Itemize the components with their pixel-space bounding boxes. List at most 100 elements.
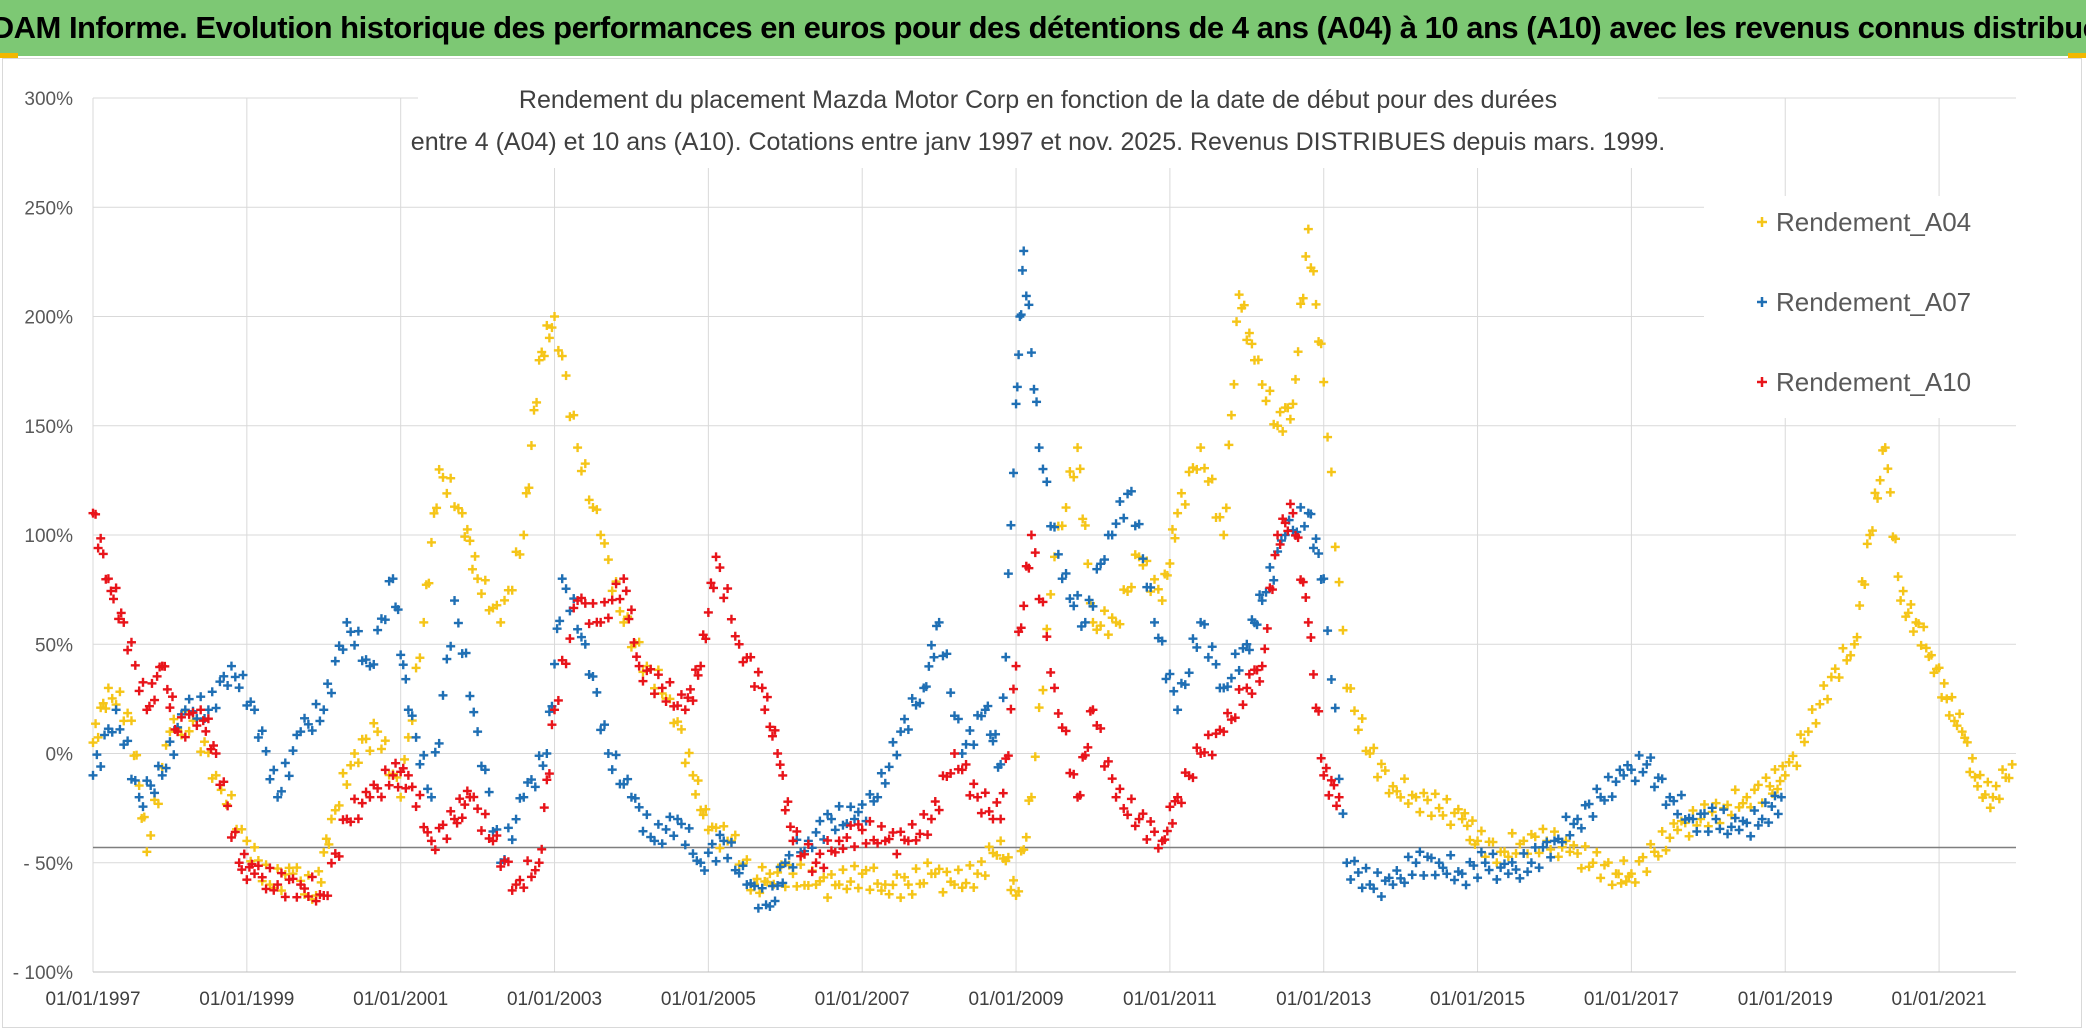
data-point-interp [984,806,994,816]
data-point-interp [684,823,694,833]
data-point-interp [778,770,788,780]
data-point-interp [701,634,711,644]
data-point-interp [188,708,198,718]
data-point-interp [569,603,579,613]
data-point [1196,443,1206,453]
data-point-interp [1530,832,1540,842]
data-point-interp [1030,752,1040,762]
data-point-interp [1615,765,1625,775]
data-point-interp [353,758,363,768]
data-point-interp [116,608,126,618]
chart-title-line-1: Rendement du placement Mazda Motor Corp … [519,86,1557,114]
data-point-interp [201,726,211,736]
data-point [1573,814,1583,824]
data-point-interp [573,624,583,634]
data-point-interp [730,631,740,641]
data-point-interp [462,786,472,796]
data-point [1734,825,1744,835]
data-point-interp [326,858,336,868]
data-point-interp [1326,674,1336,684]
data-point-interp [1937,692,1947,702]
data-point-interp [1255,590,1265,600]
data-point-interp [530,782,540,792]
data-point [1480,858,1490,868]
data-point-interp [1430,870,1440,880]
data-point-interp [1323,626,1333,636]
data-point-interp [526,872,536,882]
data-point-interp [1073,590,1083,600]
data-point-interp [621,586,631,596]
data-point-interp [376,792,386,802]
data-point-interp [911,835,921,845]
data-point-interp [1012,382,1022,392]
data-point-interp [511,814,521,824]
data-point [1776,792,1786,802]
data-point [673,814,683,824]
data-point-interp [1138,809,1148,819]
data-point-interp [1460,808,1470,818]
data-point-interp [1890,534,1900,544]
data-point-interp [1188,634,1198,644]
data-point-interp [1770,765,1780,775]
data-point-interp [750,881,760,891]
data-point-interp [930,797,940,807]
data-point [688,770,698,780]
data-point [1303,224,1313,234]
data-point-interp [1326,467,1336,477]
data-point-interp [1024,300,1034,310]
data-point [1234,290,1244,300]
data-point-interp [403,732,413,742]
data-point-interp [115,687,125,697]
data-point-interp [1301,592,1311,602]
data-point-interp [742,855,752,865]
data-point-interp [316,877,326,887]
data-point-interp [1088,601,1098,611]
data-point-interp [1557,837,1567,847]
data-point-interp [515,549,525,559]
data-point-interp [1298,577,1308,587]
data-point-interp [691,665,701,675]
data-point-interp [626,605,636,615]
data-point-interp [796,860,806,870]
data-point-interp [600,720,610,730]
data-point-interp [93,732,103,742]
data-point [696,661,706,671]
data-point-interp [1096,621,1106,631]
data-point-interp [819,872,829,882]
data-point [542,749,552,758]
data-point-interp [1308,669,1318,679]
data-point [1457,869,1467,879]
data-point-interp [1353,868,1363,878]
y-tick-label: 250% [24,198,73,219]
data-point-interp [1255,676,1265,686]
data-point-interp [693,776,703,786]
data-point-interp [873,879,883,889]
data-point-interp [823,809,833,819]
data-point-interp [693,670,703,680]
data-point-interp [265,774,275,784]
data-point [119,617,129,627]
data-point-interp [280,892,290,902]
data-point [88,738,98,748]
data-point-interp [1353,725,1363,735]
data-point-interp [253,732,263,742]
data-point-interp [934,864,944,874]
legend-label: Rendement_A04 [1776,207,1971,237]
data-point-interp [1275,539,1285,549]
data-point-interp [1549,827,1559,837]
data-point-interp [424,578,434,588]
data-point-interp [384,780,394,790]
data-point [180,705,190,715]
data-point-interp [539,351,549,361]
data-point-interp [361,787,371,797]
data-point-interp [1006,520,1016,530]
data-point-interp [396,650,406,660]
data-point-interp [1349,856,1359,866]
data-point-interp [1311,534,1321,544]
data-point-interp [1119,803,1129,813]
data-point-interp [1852,632,1862,642]
data-point-interp [991,729,1001,739]
data-point-interp [480,575,490,585]
data-point-interp [442,654,452,664]
data-point-interp [1030,548,1040,558]
